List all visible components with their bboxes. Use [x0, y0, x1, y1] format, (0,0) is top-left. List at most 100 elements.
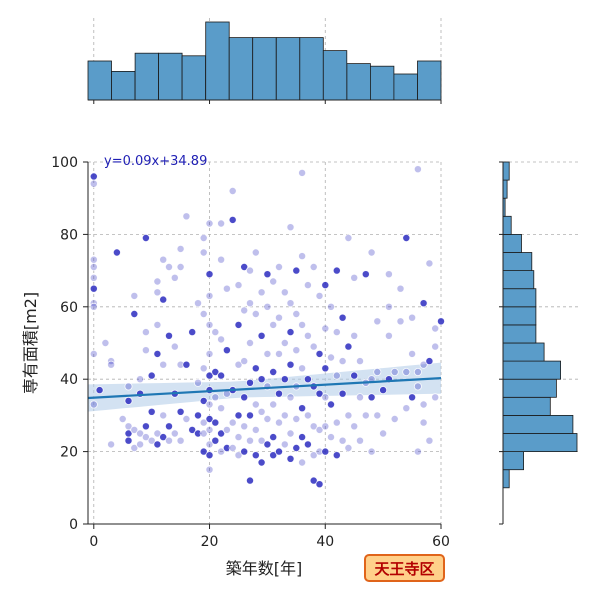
scatter-point [193, 299, 202, 308]
scatter-point [321, 324, 330, 333]
scatter-point [303, 440, 312, 449]
scatter-point [170, 429, 179, 438]
top-hist-bar [87, 60, 112, 101]
scatter-point [263, 302, 272, 311]
scatter-point [292, 443, 301, 452]
top-hist-bar [228, 37, 254, 101]
scatter-point [257, 407, 266, 416]
scatter-point [147, 436, 156, 445]
scatter-point [136, 429, 145, 438]
scatter-point [251, 425, 260, 434]
scatter-point [257, 288, 266, 297]
scatter-point [298, 320, 307, 329]
scatter-point [298, 433, 307, 442]
right-hist-bar [502, 270, 535, 290]
scatter-point [379, 429, 388, 438]
scatter-point [269, 277, 278, 286]
scatter-point [274, 349, 283, 358]
scatter-point [321, 364, 330, 373]
scatter-point [413, 382, 422, 391]
scatter-point [217, 447, 226, 456]
scatter-point [332, 266, 341, 275]
scatter-point [326, 433, 335, 442]
scatter-point [89, 273, 98, 282]
scatter-point [193, 429, 202, 438]
scatter-point [373, 317, 382, 326]
top-hist-bar [275, 37, 301, 101]
scatter-point [425, 357, 434, 366]
scatter-point [309, 451, 318, 460]
scatter-point [205, 349, 214, 358]
scatter-point [436, 317, 445, 326]
scatter-point [251, 400, 260, 409]
scatter-point [89, 302, 98, 311]
scatter-point [199, 309, 208, 318]
scatter-point [211, 328, 220, 337]
scatter-point [338, 357, 347, 366]
scatter-point [159, 295, 168, 304]
right-hist-bar [502, 288, 537, 308]
x-tick-label: 60 [432, 534, 450, 550]
scatter-point [245, 299, 254, 308]
right-hist-bar [502, 396, 551, 416]
scatter-point [217, 255, 226, 264]
scatter-point [315, 389, 324, 398]
scatter-point [263, 270, 272, 279]
scatter-point [234, 451, 243, 460]
scatter-point [321, 393, 330, 402]
scatter-point [321, 422, 330, 431]
scatter-point [298, 252, 307, 261]
scatter-point [217, 219, 226, 228]
scatter-point [384, 302, 393, 311]
scatter-point [240, 262, 249, 271]
right-marginal-histogram [499, 161, 581, 525]
right-hist-bar [502, 378, 557, 398]
scatter-point [379, 386, 388, 395]
right-hist-bar [502, 161, 510, 181]
scatter-point [408, 313, 417, 322]
scatter-point [228, 186, 237, 195]
scatter-point [251, 248, 260, 257]
right-hist-bar [502, 179, 508, 199]
scatter-point [332, 451, 341, 460]
scatter-point [298, 168, 307, 177]
scatter-point [205, 270, 214, 279]
scatter-point [251, 364, 260, 373]
scatter-point [332, 371, 341, 380]
scatter-point [355, 436, 364, 445]
scatter-point [419, 418, 428, 427]
scatter-point [326, 400, 335, 409]
scatter-point [170, 342, 179, 351]
scatter-point [303, 331, 312, 340]
scatter-point [205, 291, 214, 300]
scatter-point [373, 367, 382, 376]
scatter-point [89, 172, 98, 181]
scatter-point [280, 375, 289, 384]
scatter-point [286, 360, 295, 369]
scatter-point [176, 407, 185, 416]
scatter-point [89, 284, 98, 293]
scatter-point [286, 429, 295, 438]
top-hist-bar [134, 52, 160, 101]
scatter-point [274, 313, 283, 322]
scatter-point [413, 165, 422, 174]
scatter-point [419, 360, 428, 369]
scatter-point [222, 346, 231, 355]
scatter-point [425, 436, 434, 445]
scatter-point [298, 404, 307, 413]
x-tick-label: 20 [201, 534, 219, 550]
scatter-point [274, 389, 283, 398]
scatter-point [153, 320, 162, 329]
scatter-point [217, 335, 226, 344]
scatter-point [280, 411, 289, 420]
scatter-point [205, 219, 214, 228]
scatter-point [107, 440, 116, 449]
scatter-point [89, 349, 98, 358]
scatter-point [217, 404, 226, 413]
scatter-point [292, 346, 301, 355]
scatter-point [240, 422, 249, 431]
scatter-point [344, 443, 353, 452]
scatter-point [130, 443, 139, 452]
scatter-point [298, 458, 307, 467]
scatter-point [338, 436, 347, 445]
